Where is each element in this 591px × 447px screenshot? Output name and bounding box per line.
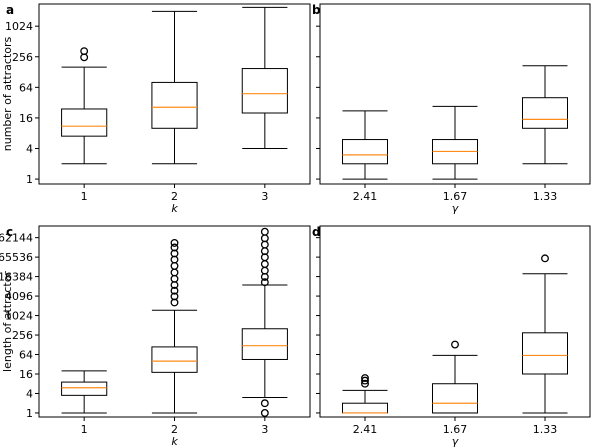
box-iqr bbox=[241, 68, 288, 114]
outlier-point bbox=[361, 374, 369, 382]
ytick-label: 1 bbox=[26, 407, 33, 420]
plot-frame-d bbox=[319, 225, 591, 418]
outlier-point bbox=[170, 238, 179, 247]
ytick-label: 16 bbox=[19, 112, 33, 125]
outlier-point bbox=[170, 243, 179, 252]
panel-label-c: c bbox=[6, 225, 13, 239]
xtick-label: 3 bbox=[261, 423, 268, 436]
xtick-label: 1.67 bbox=[443, 423, 468, 436]
outlier-point bbox=[170, 261, 179, 270]
outlier-point bbox=[260, 399, 269, 408]
ytick-label: 256 bbox=[12, 51, 33, 64]
ytick-label: 65536 bbox=[0, 251, 33, 264]
ytick-label: 1024 bbox=[5, 20, 33, 33]
xtick-label: 1.33 bbox=[533, 423, 558, 436]
ytick-label: 1024 bbox=[5, 310, 33, 323]
xtick-label: 1 bbox=[81, 423, 88, 436]
x-axis-label: k bbox=[171, 435, 178, 447]
ytick-label: 262144 bbox=[0, 232, 33, 245]
box-iqr bbox=[342, 402, 388, 414]
box-iqr bbox=[342, 139, 388, 165]
y-axis-label: length of attractor bbox=[1, 271, 14, 372]
ytick-label: 256 bbox=[12, 329, 33, 342]
outlier-point bbox=[260, 260, 269, 269]
x-axis-label: k bbox=[171, 202, 178, 215]
ytick-label: 4 bbox=[26, 142, 33, 155]
outlier-point bbox=[541, 254, 549, 263]
y-axis-label: number of attractors bbox=[1, 36, 14, 151]
x-axis-label: γ bbox=[452, 202, 459, 215]
ytick-label: 64 bbox=[19, 349, 33, 362]
panel-label-d: d bbox=[312, 225, 321, 239]
xtick-label: 2.41 bbox=[353, 423, 378, 436]
panel-label-a: a bbox=[6, 3, 14, 17]
xtick-label: 1.67 bbox=[443, 190, 468, 203]
outlier-point bbox=[361, 379, 369, 388]
ytick-label: 1 bbox=[26, 173, 33, 186]
box-iqr bbox=[241, 328, 288, 360]
xtick-label: 2 bbox=[171, 423, 178, 436]
box-iqr bbox=[61, 108, 108, 137]
ytick-label: 16 bbox=[19, 368, 33, 381]
ytick-label: 4096 bbox=[5, 290, 33, 303]
outlier-point bbox=[80, 47, 89, 56]
outlier-point bbox=[260, 266, 269, 275]
box-iqr bbox=[522, 332, 568, 375]
outlier-point bbox=[260, 278, 269, 287]
box-iqr bbox=[61, 381, 108, 396]
box-iqr bbox=[432, 383, 478, 414]
outlier-point bbox=[170, 268, 179, 277]
ytick-label: 4 bbox=[26, 387, 33, 400]
xtick-label: 1.33 bbox=[533, 190, 558, 203]
box-iqr bbox=[151, 81, 198, 129]
outlier-point bbox=[361, 376, 369, 385]
box-iqr bbox=[522, 97, 568, 129]
outlier-point bbox=[260, 227, 269, 236]
outlier-point bbox=[260, 234, 269, 243]
outlier-point bbox=[260, 409, 269, 417]
panel-label-b: b bbox=[312, 3, 321, 17]
ytick-label: 16384 bbox=[0, 271, 33, 284]
xtick-label: 2.41 bbox=[353, 190, 378, 203]
xtick-label: 1 bbox=[81, 190, 88, 203]
box-iqr bbox=[151, 346, 198, 373]
xtick-label: 3 bbox=[261, 190, 268, 203]
ytick-label: 64 bbox=[19, 81, 33, 94]
xtick-label: 2 bbox=[171, 190, 178, 203]
outlier-point bbox=[451, 340, 459, 349]
x-axis-label: γ bbox=[452, 435, 459, 447]
outlier-point bbox=[170, 286, 179, 295]
plot-frame-b bbox=[319, 3, 591, 185]
outlier-point bbox=[170, 292, 179, 301]
outlier-point bbox=[260, 240, 269, 249]
